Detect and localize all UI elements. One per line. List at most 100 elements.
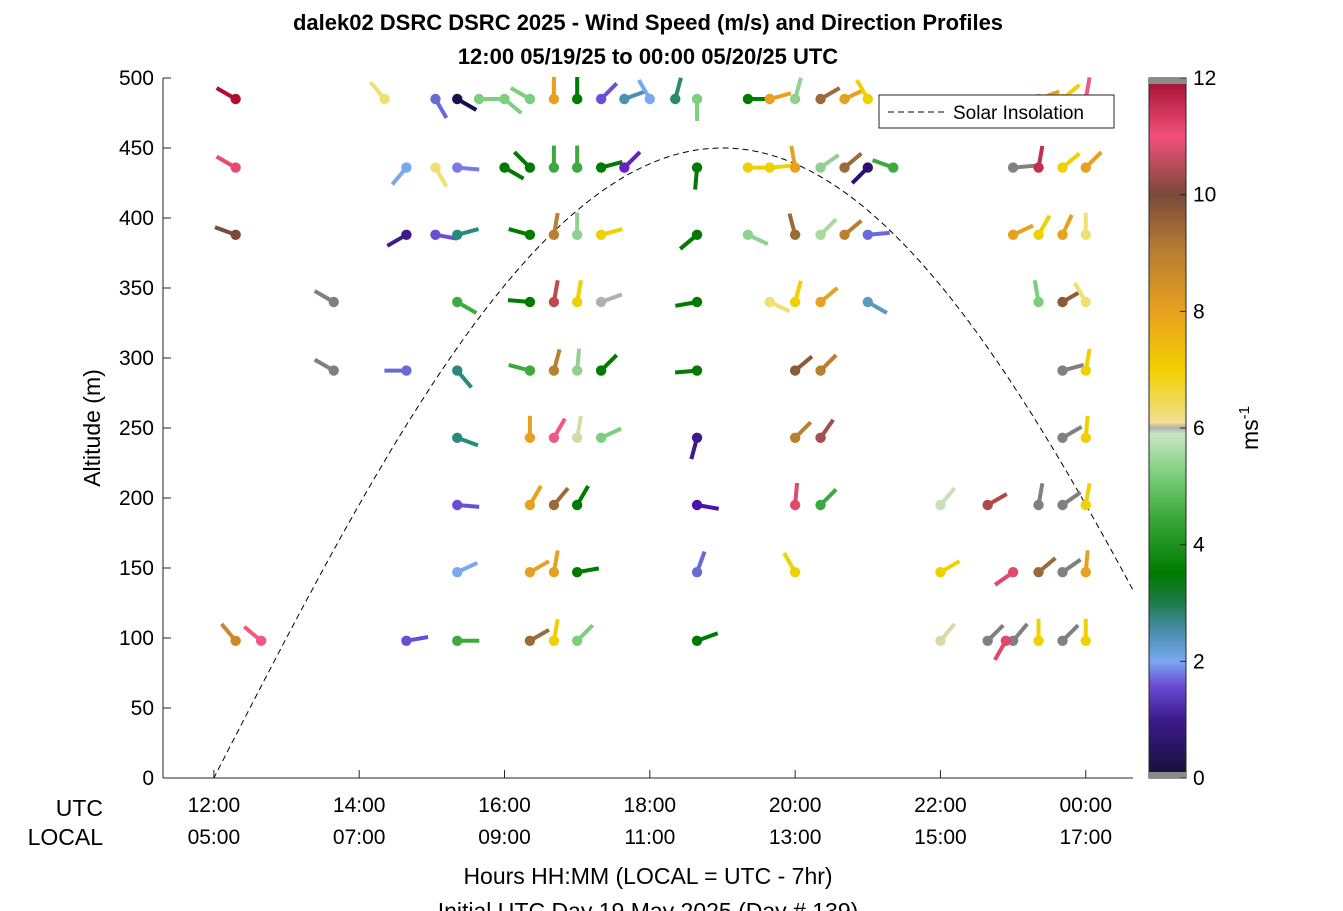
wind-barb — [993, 635, 1012, 661]
wind-barb — [384, 365, 412, 376]
wind-barb — [548, 348, 562, 376]
wind-barb-dot — [595, 93, 607, 105]
plot-area — [163, 78, 1133, 778]
wind-barb-dot — [619, 162, 630, 173]
wind-barb — [619, 150, 642, 173]
wind-barb — [815, 353, 838, 376]
wind-barb-dot — [935, 499, 946, 511]
wind-barb — [473, 93, 502, 105]
x-tick-label-utc: 12:00 — [188, 794, 241, 817]
y-tick-label: 200 — [119, 487, 154, 510]
wind-barb — [815, 488, 838, 511]
wind-barb — [548, 145, 560, 173]
wind-barb — [691, 499, 720, 511]
wind-barb — [430, 93, 449, 120]
wind-barb — [742, 229, 769, 246]
wind-barb-dot — [595, 229, 607, 240]
wind-barb-dot — [595, 162, 607, 173]
wind-barb — [571, 348, 583, 376]
wind-barb — [595, 292, 623, 308]
wind-barb-dot — [230, 162, 241, 173]
wind-barb-dot — [548, 229, 560, 240]
wind-barb-dot — [452, 229, 463, 240]
wind-barb — [1080, 618, 1091, 646]
wind-barb — [548, 212, 560, 240]
x-tick-label-local: 07:00 — [333, 826, 386, 849]
wind-barb — [214, 225, 241, 240]
wind-barb — [452, 227, 480, 240]
wind-barb — [855, 78, 873, 105]
wind-barb — [815, 217, 838, 240]
wind-barb — [452, 162, 480, 173]
wind-barb-dot — [255, 635, 267, 646]
colorbar-tick-label: 0 — [1193, 767, 1205, 790]
wind-barb-dot — [691, 365, 703, 376]
y-tick-label: 150 — [119, 557, 154, 580]
wind-barb — [993, 567, 1019, 587]
wind-barb-dot — [1007, 229, 1019, 240]
wind-barb-dot — [1007, 567, 1019, 578]
wind-barb-dot — [1033, 499, 1044, 511]
wind-barb-dot — [595, 296, 607, 308]
x-row-utc-label: UTC — [56, 795, 103, 821]
wind-barb — [1080, 482, 1092, 511]
wind-barb — [313, 289, 339, 308]
wind-barb-dot — [524, 499, 536, 511]
wind-barb — [524, 628, 550, 646]
colorbar-tick-label: 6 — [1193, 417, 1205, 440]
wind-barb-dot — [1033, 296, 1044, 308]
wind-barb-dot — [644, 93, 656, 105]
wind-barb-dot — [839, 162, 850, 173]
x-tick-label-utc: 18:00 — [624, 794, 677, 817]
wind-barb-dot — [524, 567, 536, 578]
wind-barb-dot — [401, 162, 412, 173]
wind-barb-dot — [691, 162, 703, 173]
wind-barb — [764, 91, 792, 105]
wind-barb-dot — [430, 162, 441, 173]
legend: Solar Insolation — [878, 94, 1115, 129]
wind-barb — [571, 623, 595, 646]
wind-barb — [452, 432, 479, 448]
wind-barb-dot — [691, 93, 703, 105]
wind-barb — [674, 365, 703, 376]
x-tick-label-utc: 16:00 — [478, 794, 531, 817]
wind-barb-dot — [862, 296, 873, 308]
wind-barb — [571, 212, 583, 240]
wind-barb — [862, 229, 890, 240]
wind-barb-dot — [815, 93, 826, 105]
y-tick-label: 100 — [119, 627, 154, 650]
x-tick-label-utc: 20:00 — [769, 794, 822, 817]
wind-barb — [839, 219, 863, 240]
wind-barb-dot — [764, 93, 775, 105]
x-tick-label-local: 11:00 — [624, 826, 675, 849]
wind-barb — [764, 162, 792, 173]
wind-barb-dot — [452, 365, 463, 376]
x-tick-label-utc: 14:00 — [333, 794, 386, 817]
wind-barb — [815, 286, 839, 308]
wind-barb-dot — [548, 432, 560, 443]
x-axis-ticks: 12:00 05:00 14:00 07:00 16:00 09:00 18:00 11:00… — [188, 770, 1112, 849]
wind-barb — [1057, 557, 1082, 578]
wind-barb-dot — [1057, 635, 1068, 646]
wind-barb-dot — [379, 93, 390, 105]
wind-barb — [1057, 214, 1074, 240]
x-row-local-label: LOCAL — [28, 824, 104, 850]
wind-barb-dot — [691, 229, 703, 240]
wind-barb-dot — [548, 635, 560, 646]
wind-barb-dot — [742, 93, 754, 105]
wind-barb — [675, 296, 703, 308]
wind-barb — [499, 162, 525, 181]
wind-barb — [571, 415, 583, 443]
wind-barb-dot — [571, 365, 583, 376]
y-tick-label: 300 — [119, 347, 154, 370]
wind-barb-dot — [888, 162, 899, 173]
wind-barb-dot — [789, 162, 801, 173]
wind-barb — [508, 227, 536, 240]
wind-barb-dot — [548, 499, 560, 511]
wind-barb-dot — [524, 229, 536, 240]
y-tick-label: 400 — [119, 207, 154, 230]
wind-barb — [452, 499, 480, 511]
wind-barb — [452, 635, 480, 646]
wind-barb-dot — [571, 432, 583, 443]
